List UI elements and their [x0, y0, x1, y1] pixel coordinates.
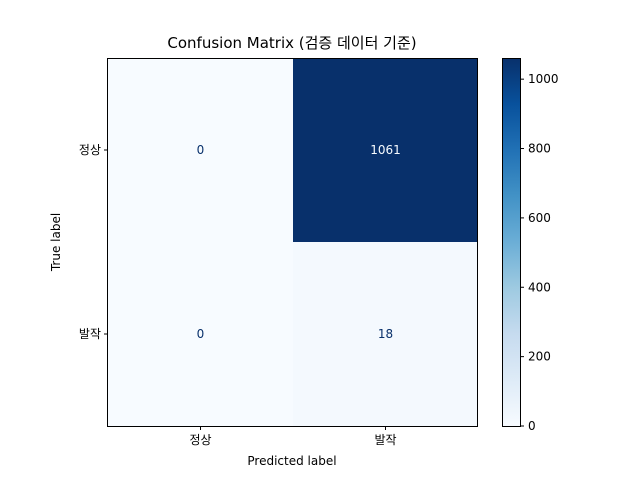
colorbar-frame [502, 58, 521, 427]
y-tick-label: 정상 [79, 143, 101, 157]
colorbar-tick-label: 800 [528, 142, 551, 156]
cell-value-label: 18 [378, 327, 393, 341]
colorbar [502, 58, 520, 426]
x-tick-label: 정상 [189, 433, 211, 447]
heatmap-cell [293, 58, 478, 242]
y-axis-label: True label [49, 213, 63, 272]
heatmap-cell [108, 242, 293, 426]
heatmap-cell [293, 242, 478, 426]
colorbar-tick-label: 0 [528, 419, 536, 433]
heatmap-cell [108, 58, 293, 242]
x-tick-label: 발작 [374, 433, 396, 447]
cell-value-label: 0 [197, 327, 205, 341]
chart-title: Confusion Matrix (검증 데이터 기준) [167, 34, 416, 52]
cell-value-label: 0 [197, 143, 205, 157]
colorbar-ticks: 0 200 400 600 800 1000 [520, 72, 559, 433]
x-axis-label: Predicted label [247, 454, 336, 468]
colorbar-tick-label: 400 [528, 280, 551, 294]
cell-value-label: 1061 [370, 143, 401, 157]
plot-frame [107, 58, 478, 427]
heatmap-cell-labels: 0 1061 0 18 [197, 143, 401, 341]
y-tick-label: 발작 [79, 327, 101, 341]
heatmap-cells [108, 58, 478, 426]
colorbar-tick-label: 1000 [528, 72, 559, 86]
colorbar-tick-label: 200 [528, 350, 551, 364]
colorbar-tick-label: 600 [528, 211, 551, 225]
x-axis-ticks: 정상 발작 [189, 426, 397, 447]
